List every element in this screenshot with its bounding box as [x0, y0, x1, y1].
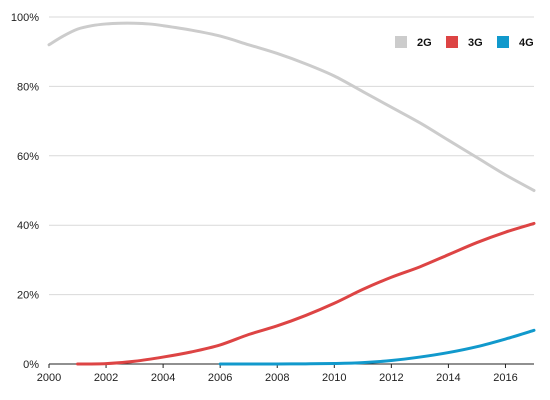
x-tick-label-2002: 2002	[94, 372, 118, 384]
x-tick-label-2000: 2000	[37, 372, 61, 384]
legend-label-2g: 2G	[417, 37, 432, 49]
series-line-2g	[47, 21, 536, 192]
x-tick-label-2016: 2016	[493, 372, 517, 384]
legend: 2G 3G 4G	[395, 36, 534, 49]
series-lines	[47, 21, 536, 366]
y-tick-label-0: 0%	[23, 359, 39, 371]
y-tick-label-100: 100%	[11, 12, 39, 24]
grid	[49, 16, 534, 296]
y-tick-label-60: 60%	[17, 151, 39, 163]
x-tick-label-2010: 2010	[322, 372, 346, 384]
y-tick-label-80: 80%	[17, 81, 39, 93]
x-tick-label-2014: 2014	[436, 372, 460, 384]
legend-swatch-4g	[497, 36, 509, 48]
axes: 0% 20% 40% 60% 80% 100% 2000 2002 2004 2006 2008 20…	[11, 12, 534, 384]
legend-label-3g: 3G	[468, 37, 483, 49]
legend-swatch-2g	[395, 36, 407, 48]
y-tick-label-20: 20%	[17, 290, 39, 302]
series-line-3g	[76, 221, 536, 366]
x-tick-label-2006: 2006	[208, 372, 232, 384]
x-tick-label-2004: 2004	[151, 372, 175, 384]
y-tick-label-40: 40%	[17, 220, 39, 232]
x-tick-label-2008: 2008	[265, 372, 289, 384]
legend-label-4g: 4G	[519, 37, 534, 49]
legend-swatch-3g	[446, 36, 458, 48]
x-tick-label-2012: 2012	[379, 372, 403, 384]
series-line-4g	[218, 328, 536, 366]
